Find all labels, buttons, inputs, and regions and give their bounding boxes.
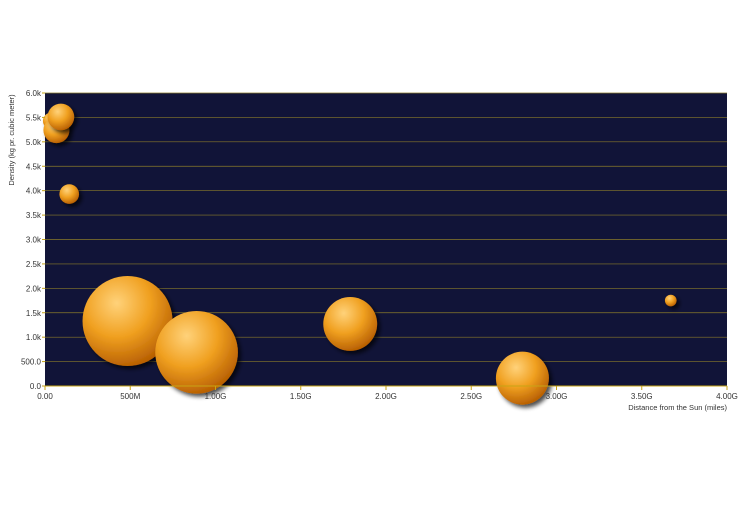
- x-axis-title: Distance from the Sun (miles): [628, 403, 727, 412]
- y-tick-label: 2.0k: [26, 284, 42, 293]
- bubble-point[interactable]: [664, 294, 677, 307]
- y-tick-label: 5.0k: [26, 138, 42, 147]
- bubble-point[interactable]: [59, 184, 80, 204]
- y-tick-label: 4.0k: [26, 187, 42, 196]
- x-tick-label: 500M: [120, 392, 140, 401]
- bubbles: [42, 103, 677, 405]
- y-tick-label: 3.0k: [26, 236, 42, 245]
- y-tick-label: 1.5k: [26, 309, 42, 318]
- x-tick-label: 2.00G: [375, 392, 397, 401]
- x-tick-label: 0.00: [37, 392, 53, 401]
- y-tick-label: 500.0: [21, 358, 42, 367]
- x-tick-label: 1.00G: [205, 392, 227, 401]
- y-axis-ticks: 0.0 500.0 1.0k 1.5k 2.0k 2.5k 3.0k 3.5k 4.0k 4.5k…: [21, 89, 45, 391]
- x-tick-label: 3.00G: [546, 392, 568, 401]
- y-tick-label: 2.5k: [26, 260, 42, 269]
- y-tick-label: 6.0k: [26, 89, 42, 98]
- bubble-point[interactable]: [495, 351, 549, 405]
- x-tick-label: 1.50G: [290, 392, 312, 401]
- bubble-point[interactable]: [155, 310, 238, 394]
- y-tick-label: 4.5k: [26, 162, 42, 171]
- bubble-point[interactable]: [82, 276, 173, 367]
- bubble-point[interactable]: [47, 103, 75, 131]
- x-tick-label: 4.00G: [716, 392, 738, 401]
- x-tick-label: 3.50G: [631, 392, 653, 401]
- y-axis-title: Density (kg pr. cubic meter): [7, 94, 16, 186]
- y-tick-label: 5.5k: [26, 113, 42, 122]
- y-tick-label: 0.0: [30, 382, 42, 391]
- y-tick-label: 1.0k: [26, 333, 42, 342]
- y-tick-label: 3.5k: [26, 211, 42, 220]
- bubble-point[interactable]: [323, 297, 378, 351]
- x-tick-label: 2.50G: [460, 392, 482, 401]
- x-axis-ticks: 0.00 500M 1.00G 1.50G 2.00G 2.50G 3.00G 3.50G 4.…: [37, 386, 738, 401]
